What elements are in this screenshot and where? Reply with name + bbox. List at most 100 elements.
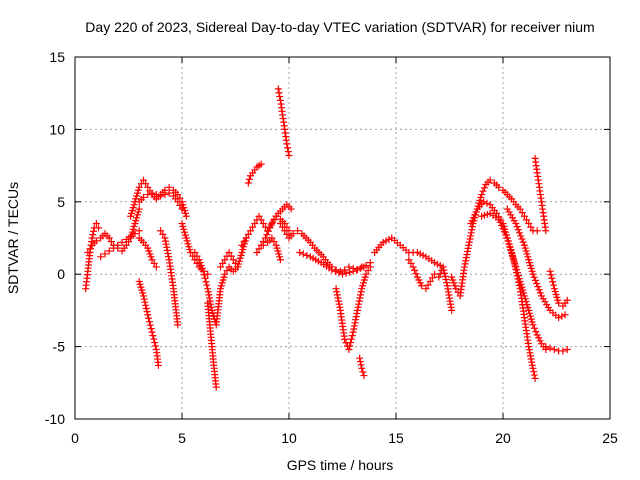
data-point [157, 227, 165, 235]
series-arc-4 [127, 176, 190, 220]
interp-point [480, 184, 488, 192]
data-point [529, 321, 537, 329]
data-point [460, 263, 468, 271]
data-point [276, 256, 284, 264]
interp-point [232, 259, 239, 267]
data-point [221, 256, 229, 264]
series-arc-25 [467, 198, 550, 353]
interp-point [283, 230, 291, 238]
interp-point [547, 271, 555, 279]
data-point [127, 233, 135, 241]
interp-point [176, 194, 184, 202]
interp-point [140, 295, 148, 303]
interp-point [468, 226, 476, 234]
interp-point [334, 294, 342, 302]
interp-point [527, 223, 535, 231]
interp-point [227, 252, 235, 260]
x-tick-label: 5 [178, 430, 186, 446]
data-point [542, 343, 550, 351]
data-point [345, 345, 353, 353]
interp-point [531, 276, 539, 284]
interp-point [519, 238, 527, 246]
interp-point [530, 324, 538, 332]
interp-point [528, 361, 536, 369]
data-point [345, 263, 353, 271]
interp-point [479, 187, 487, 195]
data-point [520, 212, 528, 220]
data-point [281, 227, 289, 235]
data-point [480, 198, 488, 206]
interp-point [357, 361, 365, 369]
data-point [525, 343, 533, 351]
series-arc-7 [135, 277, 162, 369]
data-point [478, 191, 486, 199]
data-point [144, 191, 152, 199]
series-arc-29 [542, 343, 571, 355]
interp-point [527, 355, 535, 363]
interp-point [412, 270, 420, 278]
data-point [144, 311, 152, 319]
interp-point [357, 288, 365, 296]
x-tick-label: 20 [495, 430, 511, 446]
interp-point [142, 304, 150, 312]
interp-point [150, 259, 158, 267]
gridlines [75, 57, 610, 419]
data-point [542, 227, 550, 235]
interp-point [468, 223, 476, 231]
data-point [251, 220, 259, 228]
interp-point [526, 349, 534, 357]
data-point [405, 256, 413, 264]
interp-point [530, 273, 538, 281]
interp-point [515, 278, 523, 286]
interp-point [464, 244, 472, 252]
data-point [356, 354, 364, 362]
data-point [131, 230, 139, 238]
data-point [105, 247, 113, 255]
data-point [161, 191, 169, 199]
interp-point [516, 229, 524, 237]
data-point [550, 345, 558, 353]
interp-point [467, 229, 475, 237]
interp-point [440, 266, 448, 274]
interp-point [528, 358, 536, 366]
interp-point [336, 303, 344, 311]
x-tick-label: 15 [388, 430, 404, 446]
data-point [418, 282, 426, 290]
data-point [360, 372, 368, 380]
interp-point [263, 231, 271, 239]
data-point [448, 306, 456, 314]
series-arc-10 [191, 248, 242, 329]
data-point [512, 220, 520, 228]
series-arc-11 [204, 299, 220, 391]
data-point [174, 198, 182, 206]
data-point [546, 344, 554, 352]
interp-point [463, 251, 471, 259]
data-point [152, 191, 160, 199]
data-point [199, 267, 207, 275]
interp-point [165, 253, 173, 261]
interp-point [525, 346, 533, 354]
data-point [516, 205, 524, 213]
data-point [294, 227, 302, 235]
interp-point [352, 316, 360, 324]
y-axis-label: SDTVAR / TECUs [5, 182, 21, 294]
interp-point [511, 262, 519, 270]
data-point [139, 193, 147, 201]
data-point [191, 248, 199, 256]
series-arc-8 [157, 227, 182, 329]
data-point [157, 192, 165, 200]
interp-point [86, 245, 94, 253]
interp-point [342, 269, 350, 277]
interp-point [348, 332, 356, 340]
data-point [244, 179, 252, 187]
data-point [92, 237, 100, 245]
data-point [110, 244, 118, 252]
interp-point [507, 246, 515, 254]
data-point [563, 345, 571, 353]
interp-point [356, 294, 364, 302]
interp-point [530, 371, 538, 379]
series-arc-1 [82, 220, 103, 293]
data-point [452, 285, 460, 293]
series-arc-30 [546, 267, 571, 310]
interp-point [500, 228, 508, 236]
